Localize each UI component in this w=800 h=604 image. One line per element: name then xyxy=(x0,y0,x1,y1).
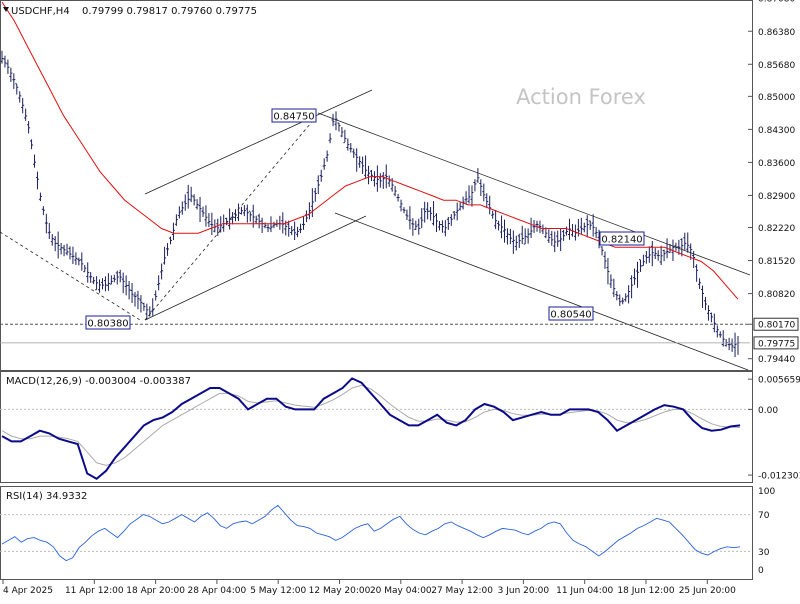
y-tick-label: 0.82220 xyxy=(758,224,795,234)
rsi-y-tick-label: 30 xyxy=(758,548,770,558)
price-callout-box xyxy=(271,108,317,123)
macd-line xyxy=(1,377,741,481)
x-tick-label: 3 Jun 20:00 xyxy=(498,586,550,596)
y-tick-label: 0.82900 xyxy=(758,192,795,202)
x-tick-label: 28 Apr 04:00 xyxy=(188,586,247,596)
x-tick-label: 18 Apr 20:00 xyxy=(126,586,185,596)
price-panel-frame xyxy=(0,0,753,371)
rising-dashed-trendline xyxy=(144,116,317,321)
price-callout-label: 0.84750 xyxy=(273,112,314,123)
macd-signal-line xyxy=(1,384,741,466)
upper-falling-channel-line xyxy=(317,112,751,276)
x-tick-label: 12 May 20:00 xyxy=(309,586,371,596)
price-callout-box xyxy=(599,231,645,246)
y-tick-label: 0.83600 xyxy=(758,159,795,169)
x-tick-label: 5 May 12:00 xyxy=(250,586,306,596)
x-tick-label: 4 Apr 2025 xyxy=(3,586,53,596)
upper-rising-channel-line xyxy=(144,89,373,195)
y-tick-label: 0.84300 xyxy=(758,126,795,136)
level-price-label: 0.80170 xyxy=(758,321,795,331)
triangle-down-icon[interactable] xyxy=(3,7,9,12)
x-tick-label: 27 May 12:00 xyxy=(431,586,493,596)
x-tick-label: 11 Apr 12:00 xyxy=(65,586,124,596)
ohlc-readout: 0.79799 0.79817 0.79760 0.79775 xyxy=(82,6,257,17)
macd-y-tick-label: 0.00 xyxy=(758,406,778,416)
rsi-panel-frame xyxy=(0,486,753,580)
price-callout-label: 0.80540 xyxy=(550,310,591,321)
level-price-box xyxy=(753,317,799,331)
last-price-label: 0.79775 xyxy=(758,339,795,349)
watermark-text: Action Forex xyxy=(516,85,646,109)
rsi-y-tick-label: 70 xyxy=(758,511,770,521)
y-tick-label: 0.85680 xyxy=(758,61,795,71)
y-tick-label: 0.79440 xyxy=(758,355,795,365)
y-tick-label: 0.85000 xyxy=(758,93,795,103)
rsi-line xyxy=(1,504,741,562)
lower-rising-channel-line xyxy=(144,215,367,321)
rsi-y-tick-label: 100 xyxy=(758,487,775,497)
rsi-title: RSI(14) 34.9332 xyxy=(6,491,87,502)
macd-y-tick-label: -0.012301 xyxy=(758,472,800,482)
macd-y-tick-label: 0.005659 xyxy=(758,376,800,386)
y-tick-label: 0.80820 xyxy=(758,290,795,300)
last-price-box xyxy=(753,336,799,350)
macd-panel-frame xyxy=(0,371,753,483)
price-callout-label: 0.82140 xyxy=(601,235,642,246)
y-tick-label: 0.81520 xyxy=(758,257,795,267)
rsi-y-tick-label: 0 xyxy=(758,566,764,576)
y-tick-label: 0.86380 xyxy=(758,28,795,38)
symbol-label: USDCHF,H4 xyxy=(11,6,70,17)
price-callout-label: 0.80380 xyxy=(87,319,128,330)
x-tick-label: 18 Jun 12:00 xyxy=(617,586,674,596)
x-tick-label: 20 May 04:00 xyxy=(370,586,432,596)
price-callout-box xyxy=(85,315,131,330)
moving-average-line xyxy=(1,1,739,300)
price-callout-box xyxy=(548,306,594,321)
x-tick-label: 25 Jun 20:00 xyxy=(679,586,736,596)
lower-falling-channel-line xyxy=(334,212,749,371)
macd-title: MACD(12,26,9) -0.003004 -0.003387 xyxy=(6,376,191,387)
y-tick-label: 0.87080 xyxy=(758,0,795,5)
x-tick-label: 11 Jun 04:00 xyxy=(556,586,613,596)
